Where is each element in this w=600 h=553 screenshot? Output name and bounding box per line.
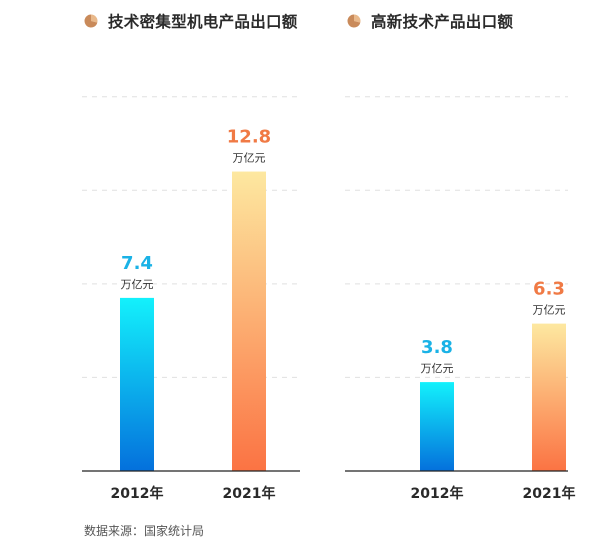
pie-icon: [84, 14, 98, 28]
value-label: 12.8: [227, 127, 271, 148]
unit-label: 万亿元: [121, 278, 154, 291]
chart-2-header: 高新技术产品出口额: [347, 10, 513, 32]
bar-2021年: [532, 323, 566, 471]
chart-1-header: 技术密集型机电产品出口额: [84, 10, 298, 32]
x-tick-label: 2012年: [411, 485, 464, 502]
x-tick-label: 2012年: [111, 485, 164, 502]
chart-2-plot: 3.8 万亿元 2012年 6.3 万亿元 2021年: [345, 96, 576, 502]
x-tick-label: 2021年: [523, 485, 576, 502]
bar-2012年: [420, 382, 454, 471]
bar-2012年: [120, 297, 154, 471]
x-tick-label: 2021年: [223, 485, 276, 502]
chart-1-plot: 7.4 万亿元 2012年 12.8 万亿元 2021年: [82, 96, 300, 502]
unit-label: 万亿元: [421, 362, 454, 375]
unit-label: 万亿元: [233, 152, 266, 165]
value-label: 7.4: [121, 253, 153, 274]
value-label: 3.8: [421, 337, 453, 358]
unit-label: 万亿元: [533, 304, 566, 317]
chart-2-title: 高新技术产品出口额: [371, 13, 514, 31]
data-source-note: 数据来源：国家统计局: [84, 524, 205, 538]
pie-icon: [347, 14, 361, 28]
bar-2021年: [232, 171, 266, 472]
value-label: 6.3: [533, 279, 565, 300]
chart-1-title: 技术密集型机电产品出口额: [108, 13, 298, 31]
